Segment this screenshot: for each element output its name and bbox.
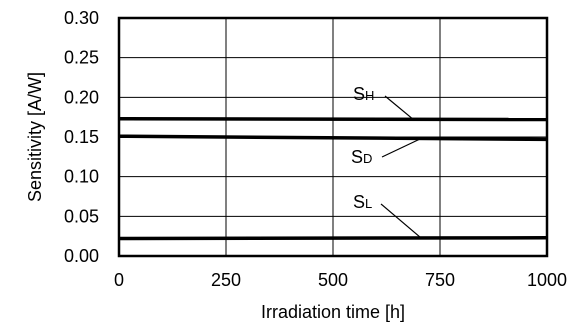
series-label-sd: SD bbox=[351, 147, 372, 167]
series-leader-sl bbox=[380, 203, 422, 239]
y-tick-label-6: 0.30 bbox=[64, 8, 99, 28]
y-tick-label-0: 0.00 bbox=[64, 246, 99, 266]
series-leader-sh bbox=[384, 95, 414, 120]
y-tick-label-4: 0.20 bbox=[64, 87, 99, 107]
x-tick-label-2: 500 bbox=[318, 270, 348, 290]
x-axis-ticks: 0 250 500 750 1000 bbox=[114, 270, 567, 290]
series-line-sd bbox=[118, 134, 548, 142]
series-line-sl bbox=[118, 236, 548, 241]
series-lines bbox=[118, 117, 548, 241]
y-axis-ticks: 0.00 0.05 0.10 0.15 0.20 0.25 0.30 bbox=[64, 8, 99, 266]
series-label-sh: SH bbox=[353, 84, 374, 104]
plot-frame bbox=[117, 16, 549, 258]
x-axis-label: Irradiation time [h] bbox=[261, 302, 405, 322]
x-tick-label-4: 1000 bbox=[527, 270, 567, 290]
y-tick-label-5: 0.25 bbox=[64, 48, 99, 68]
x-tick-label-1: 250 bbox=[211, 270, 241, 290]
series-label-sl: SL bbox=[353, 192, 372, 212]
y-tick-label-3: 0.15 bbox=[64, 127, 99, 147]
series-line-sh bbox=[118, 117, 548, 122]
series-leader-sd bbox=[381, 138, 421, 158]
y-axis-label: Sensitivity [A/W] bbox=[25, 72, 45, 202]
series-labels: SH SD SL bbox=[351, 84, 422, 239]
y-tick-label-2: 0.10 bbox=[64, 167, 99, 187]
x-tick-label-3: 750 bbox=[425, 270, 455, 290]
x-tick-label-0: 0 bbox=[114, 270, 124, 290]
y-tick-label-1: 0.05 bbox=[64, 206, 99, 226]
